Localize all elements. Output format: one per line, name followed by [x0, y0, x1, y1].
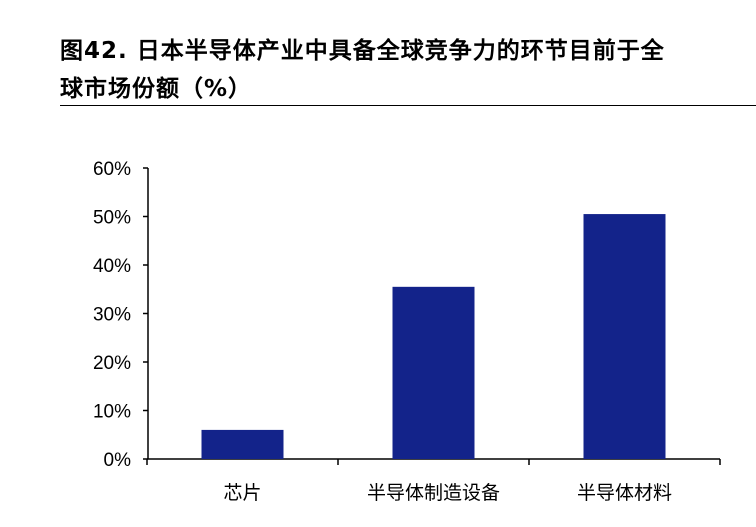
figure-title-line-2: 球市场份额（%） [60, 76, 253, 102]
y-tick-label: 20% [93, 353, 131, 374]
x-category-label: 半导体制造设备 [367, 482, 500, 504]
y-tick-label: 60% [93, 159, 131, 180]
x-category-label: 芯片 [223, 482, 261, 504]
bar-2 [392, 286, 475, 459]
y-tick-label: 0% [104, 450, 132, 471]
x-category-label: 半导体材料 [577, 482, 672, 504]
y-tick-label: 10% [93, 402, 131, 423]
y-tick-label: 30% [93, 305, 131, 326]
bar-3 [583, 214, 666, 459]
y-tick-label: 40% [93, 256, 131, 277]
bar-1 [201, 429, 284, 459]
title-underline [60, 105, 756, 106]
figure-title-line-1: 图42. 日本半导体产业中具备全球竞争力的环节目前于全 [60, 38, 665, 64]
y-tick-label: 50% [93, 208, 131, 229]
figure-title: 图42. 日本半导体产业中具备全球竞争力的环节目前于全 球市场份额（%） [60, 32, 756, 108]
